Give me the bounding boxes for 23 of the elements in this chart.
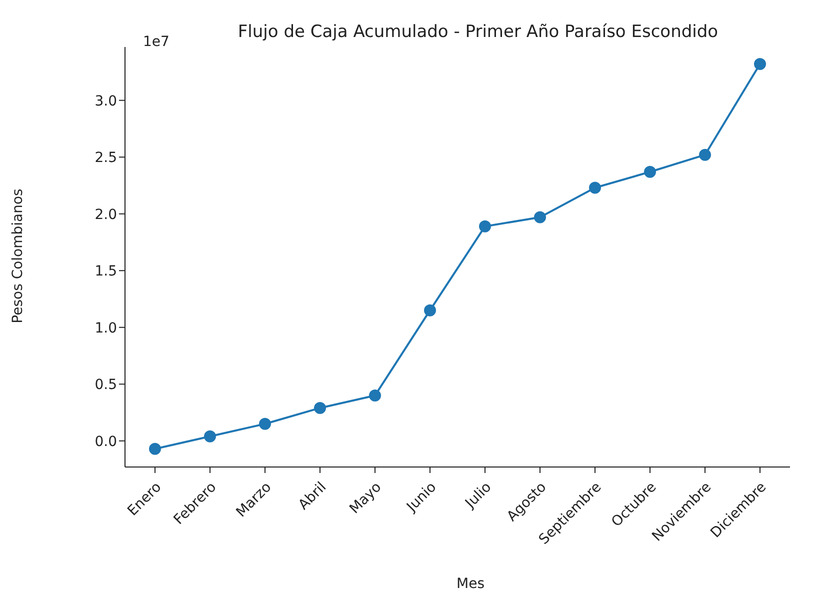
y-tick-label: 1.5 xyxy=(94,264,117,280)
point xyxy=(754,58,766,70)
point xyxy=(314,402,326,414)
point xyxy=(259,418,271,430)
y-tick-label: 3.0 xyxy=(94,93,117,110)
chart-title: Flujo de Caja Acumulado - Primer Año Paraíso Escondido xyxy=(238,22,718,42)
point xyxy=(699,148,711,161)
y-tick-label: 1.0 xyxy=(94,320,117,336)
point xyxy=(479,220,491,232)
y-tick-label: 2.5 xyxy=(94,150,117,166)
point xyxy=(369,389,381,402)
y-axis-title: Pesos Colombianos xyxy=(10,188,26,326)
y-tick-label: 2.0 xyxy=(94,206,117,223)
point xyxy=(589,182,601,194)
point xyxy=(644,166,656,178)
y-tick-label: 0.5 xyxy=(94,377,117,394)
point xyxy=(534,211,546,224)
point xyxy=(149,442,161,455)
point xyxy=(204,430,216,442)
annotation: 1e7 xyxy=(143,34,170,50)
x-axis-title: Mes xyxy=(456,576,486,592)
point xyxy=(424,304,436,316)
y-tick-label: 0.0 xyxy=(94,434,117,450)
